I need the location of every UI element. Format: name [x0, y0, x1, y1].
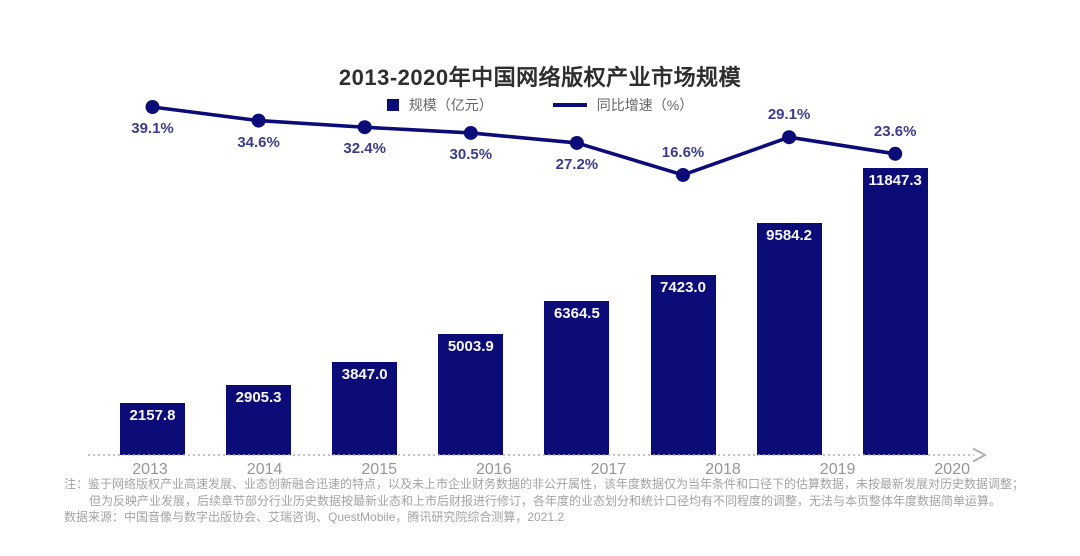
bar-2020: 11847.3	[862, 168, 928, 455]
x-axis-label-2016: 2016	[476, 461, 512, 478]
note-line-1: 注：鉴于网络版权产业高速发展、业态创新融合迅速的特点，以及未上市企业财务数据的非…	[64, 477, 1025, 491]
bar-2017: 6364.5	[544, 301, 610, 455]
growth-value-label: 32.4%	[343, 140, 386, 158]
bar-value-label: 3847.0	[341, 366, 388, 383]
bar-value-label: 9584.2	[766, 227, 813, 244]
note-line-2: 但为反映产业发展，后续章节部分行业历史数据按最新业态和上市后财报进行修订，各年度…	[89, 493, 1002, 508]
x-axis-label-2018: 2018	[705, 461, 741, 478]
growth-value-label: 34.6%	[237, 133, 280, 151]
bar-2015: 3847.0	[332, 362, 398, 455]
growth-value-label: 16.6%	[661, 143, 705, 161]
bar-2014: 2905.3	[226, 385, 292, 455]
growth-value-label: 30.5%	[449, 145, 493, 163]
x-axis-label-2019: 2019	[819, 461, 856, 478]
x-axis-label-2017: 2017	[590, 461, 627, 478]
bar-2016: 5003.9	[438, 334, 504, 455]
line-series-swatch-icon	[552, 103, 587, 107]
notes: 注：鉴于网络版权产业高速发展、业态创新融合迅速的特点，以及未上市企业财务数据的非…	[64, 476, 1046, 526]
bar-value-label: 7423.0	[660, 279, 706, 296]
growth-value-label: 29.1%	[767, 106, 811, 124]
bar-2019: 9584.2	[756, 223, 822, 455]
x-axis-label-2015: 2015	[361, 461, 397, 478]
growth-value-label: 39.1%	[131, 120, 174, 137]
bar-value-label: 6364.5	[553, 305, 600, 322]
x-axis-label-2013: 2013	[132, 461, 168, 478]
growth-value-label: 23.6%	[873, 122, 917, 140]
chart-title: 2013-2020年中国网络版权产业市场规模	[338, 65, 742, 90]
bar-value-label: 2157.8	[129, 407, 176, 424]
growth-value-label: 27.2%	[555, 155, 599, 173]
x-axis-label-2020: 2020	[934, 461, 970, 478]
bar-value-label: 5003.9	[447, 338, 494, 355]
bar-2013: 2157.8	[120, 403, 185, 455]
bar-2018: 7423.0	[650, 275, 716, 455]
note-source: 数据来源：中国音像与数字出版协会、艾瑞咨询、QuestMobile，腾讯研究院综…	[64, 510, 565, 524]
bar-value-label: 2905.3	[235, 389, 282, 406]
x-axis-label-2014: 2014	[246, 461, 283, 478]
